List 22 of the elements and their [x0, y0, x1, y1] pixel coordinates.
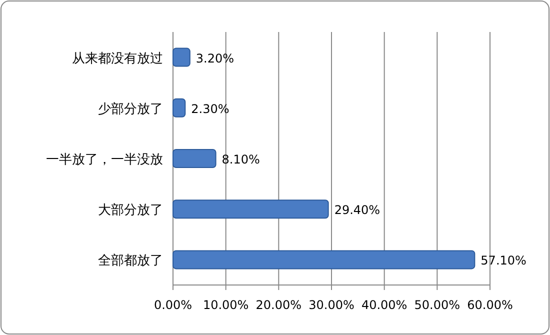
bar: [172, 149, 216, 168]
y-tick-label: 全部都放了: [98, 254, 163, 269]
y-tick-label: 大部分放了: [98, 203, 163, 218]
x-tick-label: 20.00%: [256, 298, 302, 312]
bar: [172, 200, 329, 219]
data-label: 3.20%: [196, 51, 234, 66]
data-label: 29.40%: [334, 203, 380, 218]
data-label: 57.10%: [480, 254, 526, 268]
y-tick-label: 少部分放了: [98, 102, 163, 117]
x-tick-label: 10.00%: [202, 298, 249, 312]
bar: [172, 250, 476, 270]
y-tick-label: 从来都没有放过: [72, 51, 163, 66]
bar: [172, 48, 190, 67]
x-tick-label: 30.00%: [308, 298, 354, 312]
x-tick-label: 60.00%: [467, 298, 513, 312]
bar: [172, 98, 186, 118]
x-tick-label: 50.00%: [414, 298, 460, 312]
y-tick-label: 一半放了，一半没放: [46, 152, 163, 168]
data-label: 8.10%: [222, 152, 260, 166]
x-tick-label: 0.00%: [154, 298, 192, 312]
data-label: 2.30%: [191, 102, 230, 116]
x-tick-label: 40.00%: [361, 298, 408, 312]
